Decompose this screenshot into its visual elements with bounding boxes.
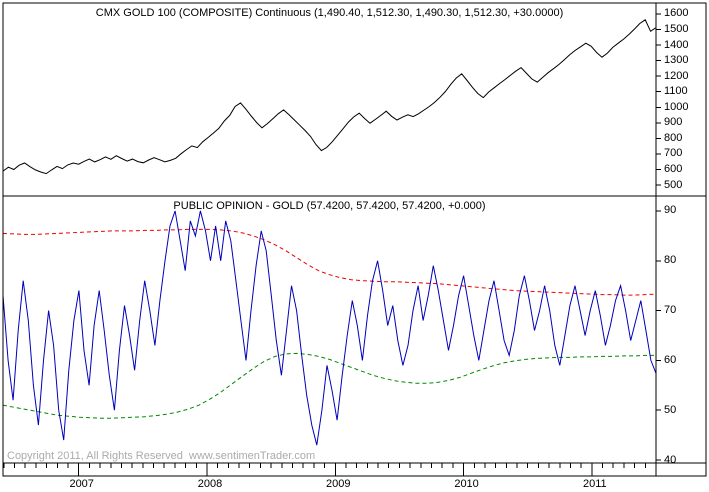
price-y-axis-tick-label: 500: [664, 178, 683, 191]
price-y-axis-tick-label: 1500: [664, 22, 689, 35]
x-axis-year-label: 2009: [326, 478, 351, 490]
sentiment-y-axis-tick-label: 80: [664, 254, 677, 267]
sentiment-series-band: [2, 352, 656, 419]
price-y-axis-tick-label: 1200: [664, 69, 689, 82]
sentiment-y-axis-tick-label: 90: [664, 204, 677, 217]
price-y-axis-tick-label: 1300: [664, 54, 689, 67]
sentiment-y-axis-tick-label: 50: [664, 403, 677, 416]
sentiment-panel-title: PUBLIC OPINION - GOLD (57.4200, 57.4200,…: [173, 200, 486, 212]
price-panel-title: CMX GOLD 100 (COMPOSITE) Continuous (1,4…: [95, 7, 564, 19]
price-y-axis-tick-label: 800: [664, 131, 683, 144]
sentiment-y-axis-tick-label: 40: [664, 453, 677, 466]
price-y-axis-tick-label: 1600: [664, 7, 689, 20]
sentiment-series-band: [2, 228, 657, 296]
sentiment-series-line: [2, 210, 657, 446]
price-y-axis-tick-label: 1000: [664, 100, 689, 113]
x-axis-year-label: 2008: [197, 478, 223, 490]
chart-outer-border: [2, 2, 707, 477]
price-y-axis-tick-label: 1100: [664, 85, 688, 98]
price-y-axis-tick-label: 600: [664, 163, 683, 176]
x-axis-year-label: 2010: [454, 478, 479, 490]
x-axis-year-label: 2007: [69, 478, 94, 490]
price-y-axis-tick-label: 700: [664, 147, 683, 160]
x-axis-year-label: 2011: [583, 478, 607, 490]
price-series-line: [2, 19, 657, 175]
price-y-axis-tick-label: 900: [664, 116, 683, 129]
sentiment-y-axis-tick-label: 60: [664, 353, 677, 366]
sentiment-y-axis-tick-label: 70: [664, 304, 677, 317]
copyright-text: Copyright 2011, All Rights Reserved www.…: [7, 450, 316, 462]
price-y-axis-tick-label: 1400: [664, 38, 689, 51]
